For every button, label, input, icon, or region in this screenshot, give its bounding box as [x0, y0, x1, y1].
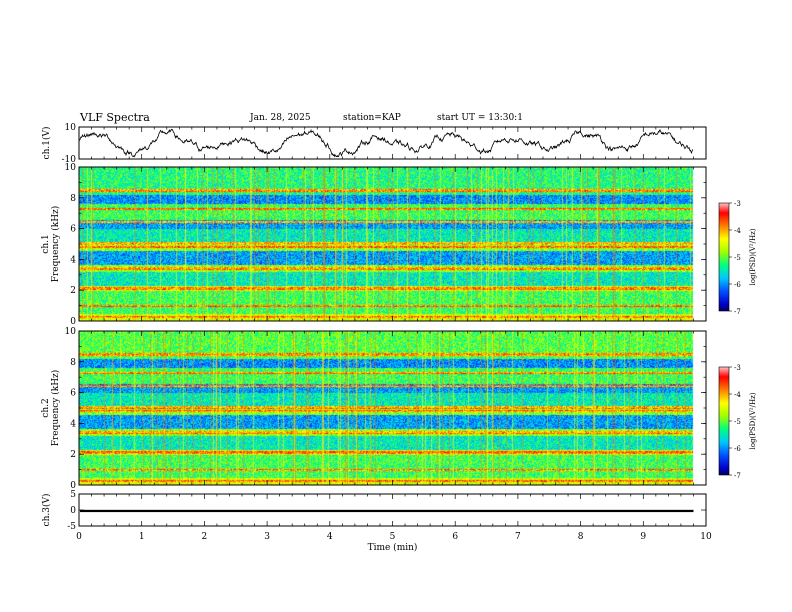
x-tick-label: 9	[640, 532, 646, 542]
spectrogram-image-ch1	[79, 167, 706, 321]
y-tick-label: 5	[70, 490, 76, 500]
ylabel-ch2-spectrogram: Frequency (kHz)	[50, 370, 61, 447]
colorbar-tick-label: -6	[734, 445, 741, 453]
x-tick-label: 5	[390, 532, 396, 542]
y-tick-label: -5	[67, 522, 76, 532]
x-tick-label: 6	[452, 532, 458, 542]
colorbar-tick-label: -5	[734, 418, 741, 426]
y-tick-label: 6	[70, 225, 76, 235]
y-tick-label: 10	[65, 327, 77, 337]
colorbar-label: log(PSD)(V²/Hz)	[749, 228, 757, 285]
y-tick-label: 6	[70, 389, 76, 399]
y-tick-label: 8	[70, 194, 76, 204]
y-tick-label: 2	[70, 450, 76, 460]
x-tick-label: 2	[202, 532, 208, 542]
date-label: Jan. 28, 2025	[250, 113, 311, 123]
colorbar-tick-label: -7	[734, 472, 741, 480]
x-tick-label: 1	[139, 532, 145, 542]
x-tick-label: 4	[327, 532, 333, 542]
x-tick-label: 10	[700, 532, 712, 542]
y-tick-label: 10	[65, 123, 77, 133]
y-tick-label: 2	[70, 286, 76, 296]
y-tick-label: -10	[62, 155, 77, 165]
x-axis-label: Time (min)	[368, 542, 418, 553]
ylabel-ch1-waveform: ch.1(V)	[41, 127, 52, 160]
colorbar-tick-label: -7	[734, 308, 741, 316]
y-tick-label: 0	[70, 317, 76, 327]
ylabel-prefix-ch2-spectrogram: ch.2	[41, 398, 51, 417]
y-tick-label: 4	[70, 255, 76, 265]
y-tick-label: 0	[70, 506, 76, 516]
colorbar-image-1	[719, 203, 729, 311]
ylabel-ch1-spectrogram: Frequency (kHz)	[50, 206, 61, 283]
y-tick-label: 8	[70, 358, 76, 368]
x-tick-label: 3	[264, 532, 270, 542]
start-time-label: start UT = 13:30:1	[437, 113, 523, 123]
x-tick-label: 8	[578, 532, 584, 542]
station-label: station=KAP	[343, 113, 401, 123]
colorbar-tick-label: -6	[734, 281, 741, 289]
colorbar-tick-label: -4	[734, 391, 741, 399]
y-tick-label: 10	[65, 163, 77, 173]
spectrogram-image-ch2	[79, 331, 706, 485]
colorbar-tick-label: -5	[734, 254, 741, 262]
colorbar-image-2	[719, 367, 729, 475]
colorbar-tick-label: -3	[734, 364, 741, 372]
y-tick-label: 4	[70, 419, 76, 429]
y-tick-label: 0	[70, 481, 76, 491]
colorbar-tick-label: -3	[734, 200, 741, 208]
figure-title: VLF Spectra	[80, 111, 150, 124]
colorbar-tick-label: -4	[734, 227, 741, 235]
x-tick-label: 0	[76, 532, 82, 542]
colorbar-label: log(PSD)(V²/Hz)	[749, 392, 757, 449]
ch1-waveform-trace	[78, 128, 693, 158]
x-tick-label: 7	[515, 532, 521, 542]
ylabel-prefix-ch1-spectrogram: ch.1	[41, 234, 51, 253]
ylabel-ch3-waveform: ch.3(V)	[41, 494, 52, 527]
ch3-waveform-trace	[80, 509, 694, 513]
